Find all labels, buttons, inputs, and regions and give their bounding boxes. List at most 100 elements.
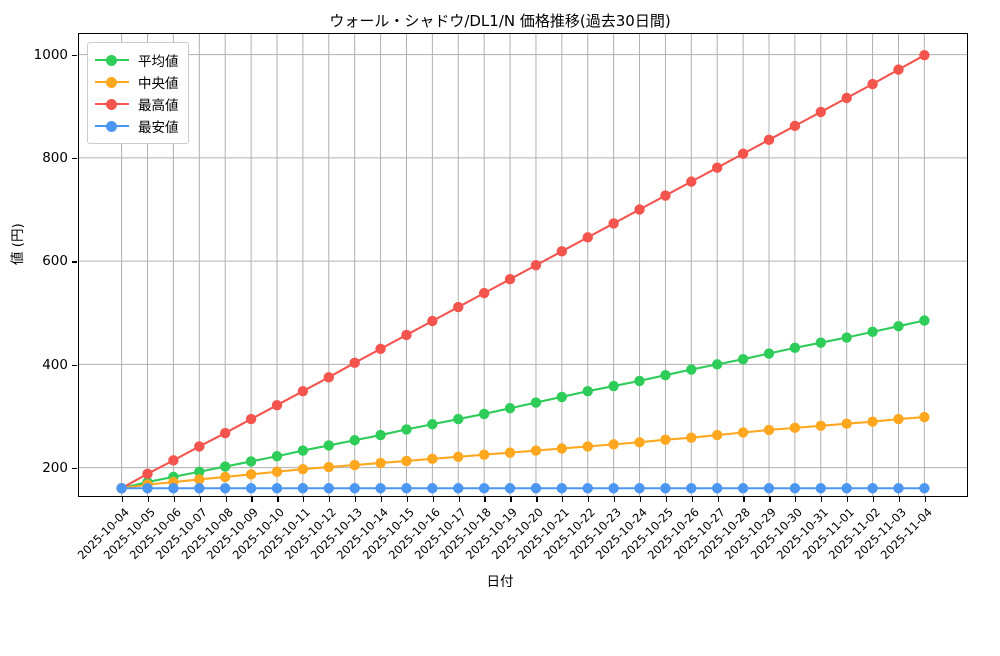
data-point [168,455,179,466]
data-point [530,260,542,271]
y-tick-label: 400 [42,356,68,373]
legend-item-3[interactable]: 最高値 [95,93,179,115]
legend-item-2[interactable]: 中央値 [95,71,179,93]
series-1 [116,315,930,494]
x-tick-mark [588,497,590,502]
data-point [686,364,697,375]
legend-marker-icon [95,53,129,67]
data-point [841,483,852,494]
data-point [737,427,749,438]
data-point [660,190,671,201]
data-point [893,413,904,425]
data-point [245,469,257,480]
data-point [323,483,334,494]
data-point [453,413,464,425]
y-axis-tick-labels: 200 400 600 800 1000 [0,33,68,497]
legend-label: 中央値 [138,76,179,92]
y-tick-mark [72,261,77,263]
data-point [841,92,852,104]
data-point [712,483,723,494]
data-point [919,483,930,494]
data-point [582,232,593,243]
data-point [867,416,878,427]
data-point [893,320,904,332]
data-point [478,483,490,494]
data-point [556,246,568,257]
legend-item-4[interactable]: 最安値 [95,115,179,137]
y-tick-mark [72,467,77,470]
data-point [504,447,516,458]
data-point [608,218,619,229]
data-point [194,466,205,477]
data-point [686,483,697,494]
x-tick-mark [639,497,642,502]
x-tick-mark [691,497,693,502]
legend-label: 最安値 [138,120,179,136]
data-point [297,483,309,494]
data-point [271,483,283,494]
data-point [556,391,568,403]
data-point [712,162,723,173]
y-axis-tick-marks [0,33,80,497]
x-axis-tick-labels: 2025-10-04 2025-10-05 2025-10-06 2025-10-07… [75,497,968,577]
x-tick-mark [458,497,460,502]
x-tick-mark [613,497,616,502]
x-tick-mark [406,497,409,502]
data-point [323,372,334,383]
data-point [427,453,438,465]
data-point [815,106,826,118]
data-point [893,64,904,75]
data-point [919,315,930,326]
x-tick-mark [484,497,486,502]
data-point [375,457,386,469]
y-tick-mark [72,364,77,366]
data-point [375,483,386,494]
data-point [194,474,205,485]
data-point [763,424,775,436]
data-point [841,418,852,429]
data-point [323,461,334,473]
data-point [297,445,309,456]
data-point [245,483,257,494]
data-point [323,440,334,451]
data-point [504,403,516,414]
chart-figure: ウォール・シャドウ/DL1/N 価格推移(過去30日間) 値 (円) 日付 20… [0,12,968,590]
x-tick-mark [147,497,150,502]
data-point [686,432,697,443]
data-point [530,445,542,456]
data-point [194,441,205,452]
data-point [271,399,283,411]
x-tick-mark [665,497,668,502]
data-point [478,449,490,460]
x-tick-mark [121,497,124,502]
legend-marker-icon [95,97,129,111]
x-tick-mark [562,497,564,502]
legend-marker-icon [95,75,129,89]
gridlines [79,34,967,496]
data-point [427,315,438,327]
plot-area [78,33,968,497]
data-point [737,354,749,365]
data-point [478,408,490,420]
data-point [504,483,516,494]
data-point [349,459,360,471]
data-point [530,483,542,494]
data-point [763,483,775,494]
legend-item-1[interactable]: 平均値 [95,49,179,71]
x-tick-mark [510,497,512,502]
data-point [220,427,231,439]
data-point [737,483,749,494]
data-point [867,78,878,90]
data-point [297,463,309,475]
data-point [427,483,438,494]
x-tick-mark [173,497,175,502]
data-point [245,456,257,467]
legend-label: 最高値 [138,98,179,114]
data-point [194,483,205,494]
y-tick-label: 1000 [33,46,68,63]
series-line [120,319,926,490]
series-2 [116,411,930,494]
x-tick-mark [846,497,849,502]
x-tick-mark [354,497,357,502]
data-point [401,455,412,467]
